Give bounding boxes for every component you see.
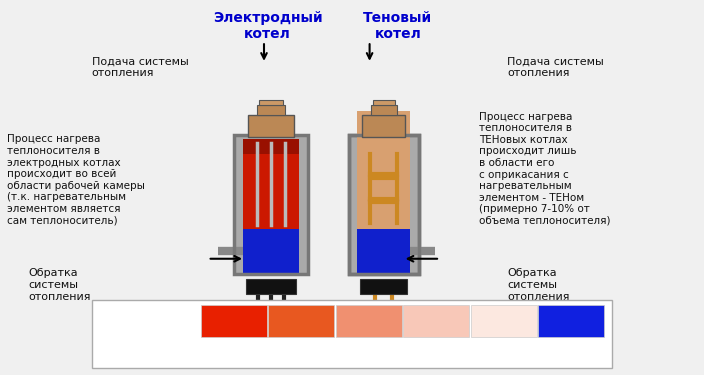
Bar	[92, 300, 612, 368]
Text: Обратка
системы
отопления: Обратка системы отопления	[28, 268, 91, 302]
Bar	[234, 135, 308, 274]
Bar	[248, 115, 294, 137]
Bar	[201, 305, 267, 337]
Text: 65°C: 65°C	[287, 347, 316, 360]
Bar	[372, 100, 395, 105]
Bar	[349, 135, 418, 274]
Bar	[403, 305, 469, 337]
Bar	[243, 229, 299, 274]
Bar	[336, 305, 401, 337]
Text: 50°C: 50°C	[355, 347, 384, 360]
Bar	[362, 115, 406, 137]
Bar	[235, 136, 307, 273]
Bar	[246, 279, 296, 294]
Bar	[268, 305, 334, 337]
Bar	[243, 139, 299, 154]
Bar	[538, 305, 604, 337]
Text: 30°C: 30°C	[490, 347, 519, 360]
Bar	[358, 111, 410, 229]
Bar	[243, 229, 299, 274]
Text: Процесс нагрева
теплоносителя в
ТЕНовых котлах
происходит лишь
в области его
с о: Процесс нагрева теплоносителя в ТЕНовых …	[479, 111, 610, 226]
Text: Подача системы
отопления: Подача системы отопления	[92, 57, 188, 78]
Text: 20°C: 20°C	[557, 347, 586, 360]
Bar	[360, 279, 407, 294]
Text: Подача системы
отопления: Подача системы отопления	[507, 57, 603, 78]
Text: 85°C: 85°C	[220, 347, 249, 360]
Text: Процесс нагрева
теплоносителя в
электродных котлах
происходит во всей
области ра: Процесс нагрева теплоносителя в электрод…	[7, 134, 145, 226]
Bar	[371, 105, 396, 115]
Bar	[259, 100, 283, 105]
Text: Теновый
котел: Теновый котел	[363, 11, 432, 41]
Text: Электродный
котел: Электродный котел	[213, 11, 322, 41]
Bar	[243, 139, 299, 229]
Text: Обратка
системы
отопления: Обратка системы отопления	[507, 268, 570, 302]
Bar	[243, 139, 299, 229]
Bar	[358, 229, 410, 274]
Bar	[257, 105, 285, 115]
Text: Температура
теплоносителя: Температура теплоносителя	[95, 325, 179, 346]
Text: 40°C: 40°C	[422, 347, 451, 360]
Bar	[349, 135, 418, 274]
Bar	[470, 305, 536, 337]
Bar	[243, 139, 299, 154]
